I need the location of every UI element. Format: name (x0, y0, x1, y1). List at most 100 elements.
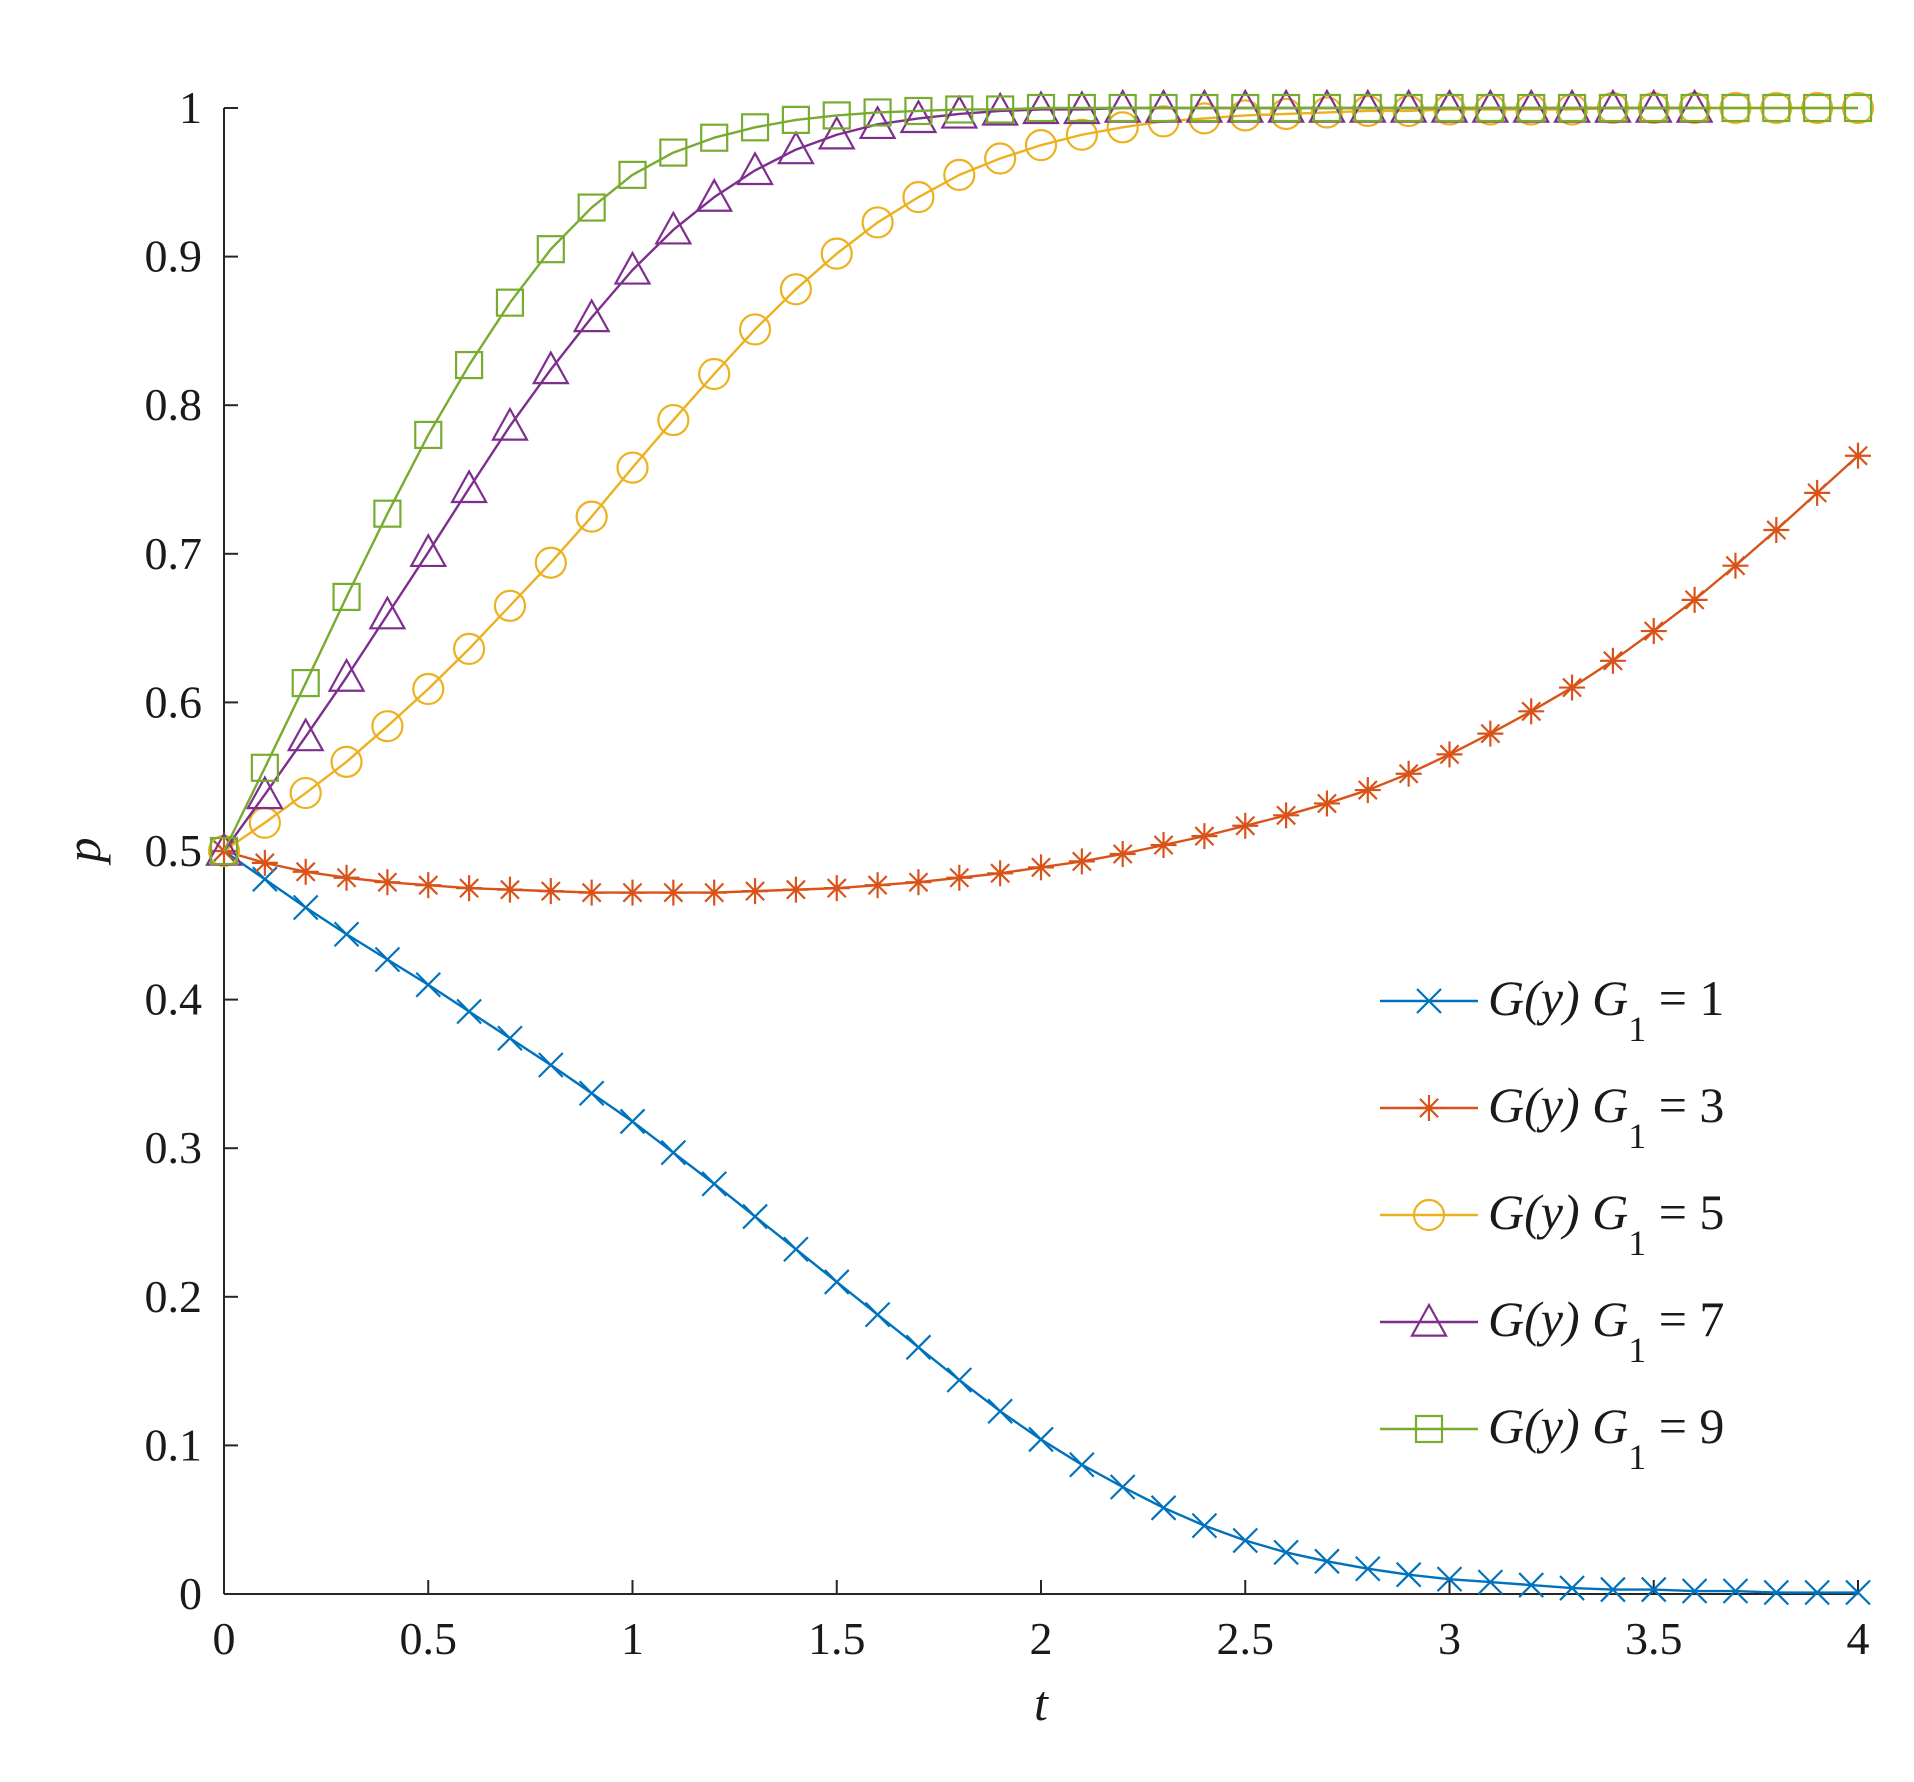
data-point (1559, 674, 1586, 701)
data-point (659, 138, 688, 167)
data-point (779, 273, 813, 306)
data-point (536, 235, 565, 264)
data-point (618, 160, 647, 189)
data-point (736, 151, 774, 186)
data-point (1845, 442, 1871, 469)
legend-label: G(y) G1 = 1 (1488, 970, 1724, 1049)
data-point (946, 864, 973, 891)
data-point (1231, 93, 1260, 123)
data-point (945, 95, 974, 124)
data-point (823, 1269, 850, 1295)
legend-item-1: G(y) G1 = 1 (1380, 970, 1724, 1049)
data-point (1517, 93, 1546, 123)
legend-marker (1416, 988, 1442, 1014)
y-tick-label: 0.8 (145, 379, 203, 430)
data-point (456, 998, 482, 1025)
data-point (1599, 647, 1626, 674)
legend-marker (1414, 1414, 1444, 1444)
data-point (1762, 93, 1791, 123)
data-point (534, 546, 567, 579)
y-tick-label: 0.5 (145, 825, 203, 876)
legend-marker (1412, 1198, 1446, 1232)
data-point (1477, 720, 1504, 747)
data-point (1763, 1579, 1790, 1606)
data-point (368, 595, 407, 630)
data-point (1435, 93, 1464, 123)
data-point (864, 872, 891, 899)
x-tick-label: 0.5 (400, 1613, 458, 1664)
data-point (1354, 777, 1381, 804)
data-point (940, 94, 979, 129)
data-point (1028, 854, 1054, 881)
data-point (1355, 1555, 1381, 1582)
data-point (820, 237, 853, 270)
data-point (781, 105, 811, 134)
data-point (1681, 586, 1708, 613)
data-point (1269, 97, 1303, 131)
data-point (1229, 99, 1262, 132)
data-point (861, 206, 894, 239)
data-point (905, 1334, 932, 1361)
data-point (1476, 93, 1505, 123)
data-point (245, 775, 284, 810)
legend-marker (1410, 1302, 1448, 1337)
data-point (1191, 1512, 1218, 1539)
data-point (1843, 93, 1873, 123)
data-point (455, 350, 484, 380)
data-point (1395, 1561, 1422, 1588)
data-point (1518, 1572, 1544, 1598)
data-point (495, 288, 525, 317)
data-point (698, 357, 731, 391)
series-layer (205, 88, 1875, 1606)
data-point (1845, 1579, 1871, 1606)
legend: G(y) G1 = 1 G(y) G1 = 3 G(y) G1 = 5 G(y) G1… (1380, 970, 1724, 1477)
data-point (619, 879, 646, 906)
data-point (987, 1398, 1013, 1424)
data-point (986, 95, 1015, 124)
data-point (409, 533, 448, 568)
data-point (613, 250, 652, 285)
x-tick-label: 2.5 (1217, 1613, 1275, 1664)
data-point (291, 668, 320, 698)
data-point (1024, 129, 1058, 162)
y-tick-label: 1 (179, 82, 202, 133)
data-point (984, 142, 1017, 175)
data-point (1310, 96, 1344, 129)
data-point (575, 500, 608, 533)
data-point (902, 181, 935, 214)
legend-item-3: G(y) G1 = 5 (1380, 1184, 1724, 1263)
x-tick-label: 3.5 (1625, 1613, 1683, 1664)
legend-label: G(y) G1 = 3 (1488, 1077, 1724, 1156)
legend-marker (1416, 1095, 1442, 1121)
series-2 (211, 442, 1871, 906)
data-point (1232, 1527, 1259, 1554)
data-point (493, 589, 527, 622)
data-point (740, 113, 770, 142)
data-point (701, 1171, 727, 1197)
data-point (660, 1139, 687, 1166)
data-point (987, 860, 1014, 887)
data-point (654, 210, 693, 245)
data-point (1436, 1566, 1463, 1592)
data-point (1108, 93, 1137, 123)
data-point (660, 879, 687, 906)
data-point (531, 350, 570, 385)
data-point (858, 105, 897, 140)
x-tick-label: 2 (1030, 1613, 1053, 1664)
data-point (415, 971, 442, 998)
data-point (491, 406, 529, 441)
data-point (1026, 93, 1056, 123)
data-point (415, 872, 442, 899)
data-point (1722, 552, 1749, 579)
data-point (1436, 741, 1463, 768)
data-point (1804, 479, 1831, 506)
data-point (572, 298, 611, 333)
data-point (1722, 1578, 1749, 1604)
y-tick-label: 0.2 (145, 1271, 203, 1322)
data-point (371, 710, 404, 743)
data-point (1681, 1578, 1708, 1604)
data-point (251, 849, 278, 876)
data-point (578, 1080, 605, 1106)
legend-item-5: G(y) G1 = 9 (1380, 1398, 1724, 1477)
